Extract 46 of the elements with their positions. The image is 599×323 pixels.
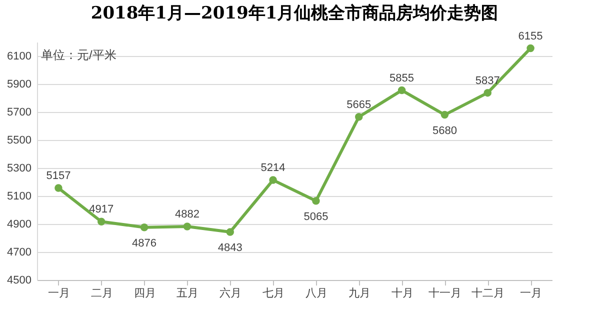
x-tick-label: 一月 [48, 288, 70, 300]
x-tick-label: 十二月 [472, 286, 505, 300]
point [355, 113, 363, 121]
point [440, 110, 449, 119]
data-label: 5680 [432, 124, 457, 137]
y-tick-label: 5700 [7, 106, 32, 118]
data-label: 4917 [89, 204, 114, 216]
x-tick-label: 四月 [134, 288, 156, 300]
y-tick-label: 4500 [7, 274, 32, 286]
x-tick-label: 十一月 [428, 286, 462, 300]
point [183, 222, 192, 230]
data-label: 4876 [132, 237, 157, 250]
x-tick-label: 十月 [391, 286, 414, 300]
point [484, 88, 492, 97]
x-tick-label: 五月 [176, 288, 199, 300]
y-tick-label: 6100 [7, 50, 32, 62]
data-label: 5157 [46, 170, 71, 182]
y-tick-label: 5500 [7, 134, 32, 146]
data-label: 5065 [304, 210, 328, 223]
annotation: 单位：元/平米 [41, 48, 116, 62]
x-tick-label: 一月 [520, 288, 542, 300]
data-label: 6155 [518, 30, 543, 42]
point [54, 184, 62, 192]
point [398, 86, 406, 94]
data-label: 5665 [346, 98, 372, 111]
data-label: 4882 [174, 208, 200, 221]
x-tick-label: 六月 [220, 286, 242, 300]
data-label: 5214 [260, 162, 286, 174]
x-tick-label: 七月 [262, 286, 285, 300]
y-tick-label: 5300 [7, 162, 32, 174]
x-tick-label: 二月 [90, 288, 113, 300]
point [226, 228, 234, 236]
y-tick-label: 4900 [7, 218, 32, 230]
point [269, 176, 277, 184]
point [140, 223, 148, 232]
point [526, 44, 534, 52]
point [98, 218, 106, 226]
y-tick-label: 4700 [7, 246, 32, 258]
data-label: 5855 [390, 72, 414, 84]
data-label: 4843 [218, 242, 242, 254]
y-tick-label: 5900 [7, 78, 32, 90]
x-tick-label: 九月 [348, 286, 370, 300]
x-tick-label: 八月 [305, 288, 328, 300]
y-tick-label: 5100 [7, 190, 32, 202]
chart-title: 2018年1月—2019年1月仙桃全市商品房均价走势图 [90, 3, 498, 24]
point [312, 197, 320, 205]
